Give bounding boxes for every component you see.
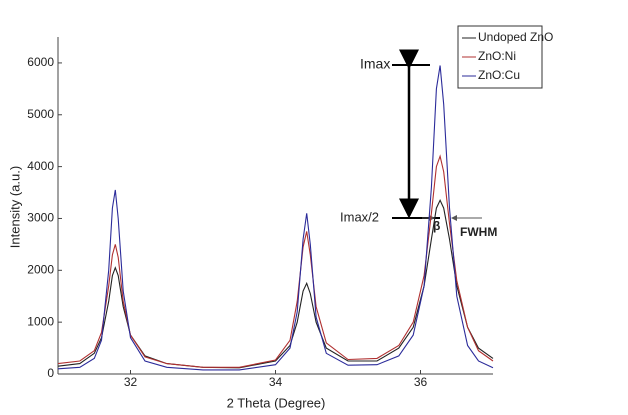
annotation: Imax — [360, 56, 390, 72]
y-tick-label: 2000 — [27, 262, 54, 276]
y-axis-label: Intensity (a.u.) — [7, 166, 22, 248]
annotation: FWHM — [460, 225, 497, 239]
data-line — [57, 154, 494, 368]
data-line — [57, 199, 494, 369]
x-tick-label: 34 — [269, 375, 283, 389]
y-tick-label: 0 — [47, 366, 54, 380]
y-tick-label: 6000 — [27, 55, 54, 69]
x-tick-label: 32 — [124, 375, 138, 389]
legend-label: ZnO:Ni — [478, 49, 516, 63]
y-tick-label: 4000 — [27, 159, 54, 173]
data-line — [57, 65, 494, 371]
legend-label: ZnO:Cu — [478, 68, 520, 82]
legend: Undoped ZnO ZnO:Ni ZnO:Cu — [457, 25, 553, 89]
y-tick-label: 3000 — [27, 211, 54, 225]
annotation: Imax/2 — [340, 209, 379, 224]
annotation: β — [433, 219, 440, 233]
legend-label: Undoped ZnO — [478, 30, 553, 44]
y-tick-label: 5000 — [27, 107, 54, 121]
x-tick-label: 36 — [414, 375, 428, 389]
x-axis-label: 2 Theta (Degree) — [227, 395, 326, 410]
y-tick-label: 1000 — [27, 314, 54, 328]
